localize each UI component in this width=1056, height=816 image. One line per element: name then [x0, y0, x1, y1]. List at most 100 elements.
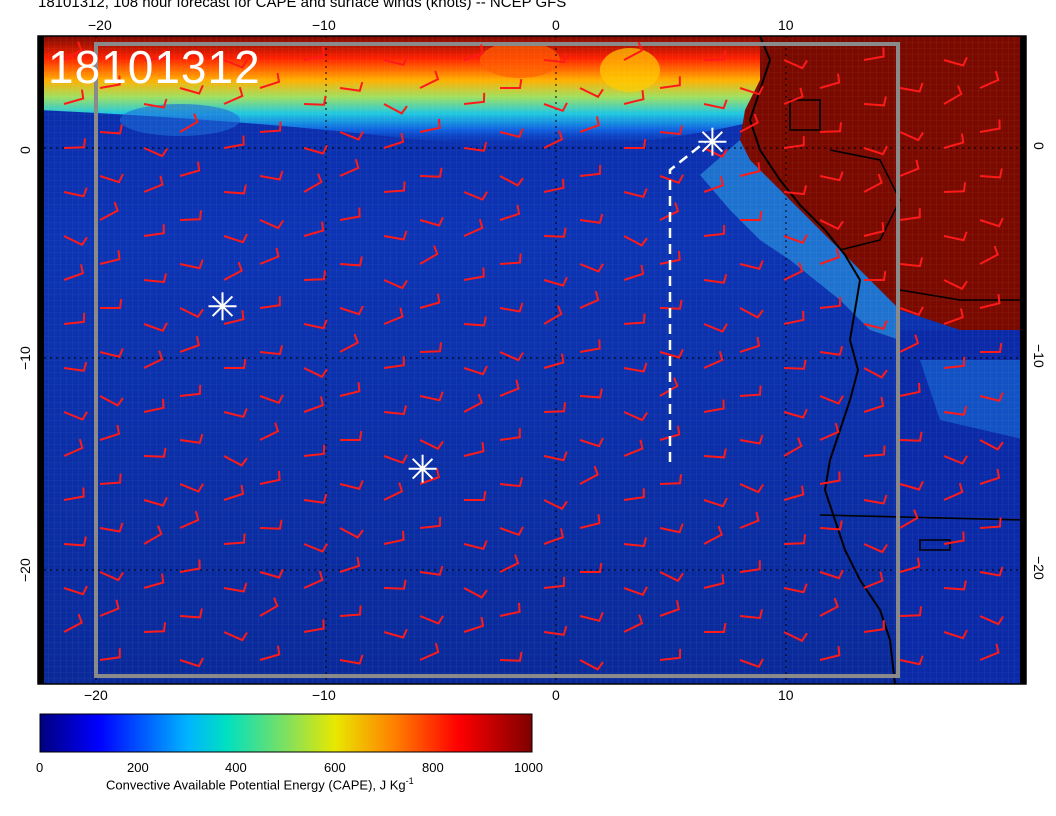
wind-barb	[783, 534, 806, 545]
wind-barb	[383, 405, 408, 416]
wind-barb	[259, 519, 283, 530]
wind-barb	[259, 394, 284, 405]
wind-barb	[383, 356, 405, 369]
wind-barb	[99, 348, 124, 358]
right-frame-bar	[1020, 36, 1026, 684]
wind-barb	[499, 554, 520, 573]
wind-barb	[303, 319, 328, 330]
wind-barb	[659, 299, 683, 310]
wind-barb	[99, 173, 124, 184]
wind-barb	[739, 434, 764, 445]
lon-tick: 0	[552, 17, 560, 33]
wind-barb	[819, 597, 839, 617]
wind-barb	[623, 235, 648, 247]
wind-barb	[659, 571, 684, 583]
wind-barb	[579, 339, 601, 353]
wind-barb	[419, 439, 444, 451]
wind-barb	[899, 509, 919, 529]
wind-barb	[223, 184, 247, 195]
wind-barb	[739, 658, 764, 669]
wind-barb	[464, 490, 487, 501]
wind-barb	[259, 470, 281, 485]
wind-barb	[703, 323, 728, 333]
wind-barb	[704, 622, 727, 633]
wind-barb	[863, 620, 885, 633]
wind-barb	[419, 615, 444, 625]
wind-barb	[543, 227, 567, 238]
wind-barb	[143, 273, 168, 284]
wind-barb	[899, 334, 920, 353]
wind-barb	[739, 336, 761, 353]
wind-barb	[819, 248, 840, 265]
wind-barb	[579, 87, 604, 99]
lon-ticks-bottom: −20 −10 0 10	[84, 687, 794, 700]
wind-barb	[579, 437, 604, 448]
wind-barb	[419, 216, 444, 227]
wind-barb	[259, 170, 284, 181]
wind-barb	[419, 468, 440, 485]
wind-barb	[499, 175, 524, 187]
wind-barb	[259, 422, 280, 441]
wind-barb	[899, 257, 924, 268]
wind-barb	[899, 480, 924, 491]
wind-barb	[863, 543, 888, 554]
wind-barb	[63, 89, 85, 105]
wind-barb	[99, 75, 121, 89]
wind-barb	[383, 307, 404, 325]
wind-barb	[259, 568, 284, 579]
wind-barb	[543, 451, 568, 462]
colorbar-tick: 800	[422, 760, 444, 775]
wind-barb	[864, 270, 887, 281]
wind-barb	[223, 59, 248, 69]
colorbar-tick: 600	[324, 760, 346, 775]
wind-barb	[819, 422, 840, 441]
colorbar-tick: 1000	[514, 760, 543, 775]
wind-barb	[899, 82, 924, 93]
wind-barb	[339, 654, 364, 665]
wind-barb	[223, 533, 246, 545]
wind-barb	[543, 178, 565, 193]
grid-overlay	[38, 36, 1026, 684]
storm-markers	[208, 127, 727, 483]
wind-barb	[223, 631, 248, 642]
wind-barb	[223, 484, 245, 501]
wind-barb	[943, 85, 963, 105]
wind-barb	[543, 499, 568, 511]
wind-barb	[943, 231, 968, 242]
wind-barb	[624, 138, 647, 149]
wind-barb	[419, 342, 442, 353]
wind-barb	[819, 646, 841, 661]
wind-barb	[543, 130, 564, 149]
wind-barb	[979, 566, 1004, 577]
wind-barb	[339, 81, 364, 92]
wind-barb	[383, 181, 406, 193]
wind-barb	[703, 497, 728, 508]
wind-barb	[783, 408, 808, 419]
wind-barb	[899, 306, 924, 317]
wind-barb	[739, 609, 764, 620]
wind-barb	[943, 455, 968, 465]
wind-barb	[179, 113, 199, 133]
wind-barb	[143, 622, 166, 633]
wind-barb	[499, 526, 524, 537]
wind-barb	[703, 273, 728, 284]
wind-barb	[383, 454, 408, 465]
wind-barb	[143, 175, 164, 193]
wind-barb	[63, 264, 84, 281]
wind-barb	[783, 631, 808, 643]
wind-barb	[703, 50, 726, 61]
wind-barb	[703, 448, 727, 459]
wind-barb	[179, 161, 201, 177]
wind-barb	[259, 219, 284, 230]
wind-barb	[179, 483, 204, 493]
wind-barb	[819, 520, 843, 531]
wind-barb	[339, 527, 364, 539]
wind-barb	[259, 597, 279, 617]
wind-barb	[979, 245, 999, 265]
wind-barb	[979, 468, 1001, 485]
wind-barb	[623, 90, 645, 105]
wind-barb	[303, 95, 327, 106]
wind-barb	[739, 260, 764, 270]
wind-barb	[143, 147, 168, 158]
wind-barb	[703, 224, 726, 237]
